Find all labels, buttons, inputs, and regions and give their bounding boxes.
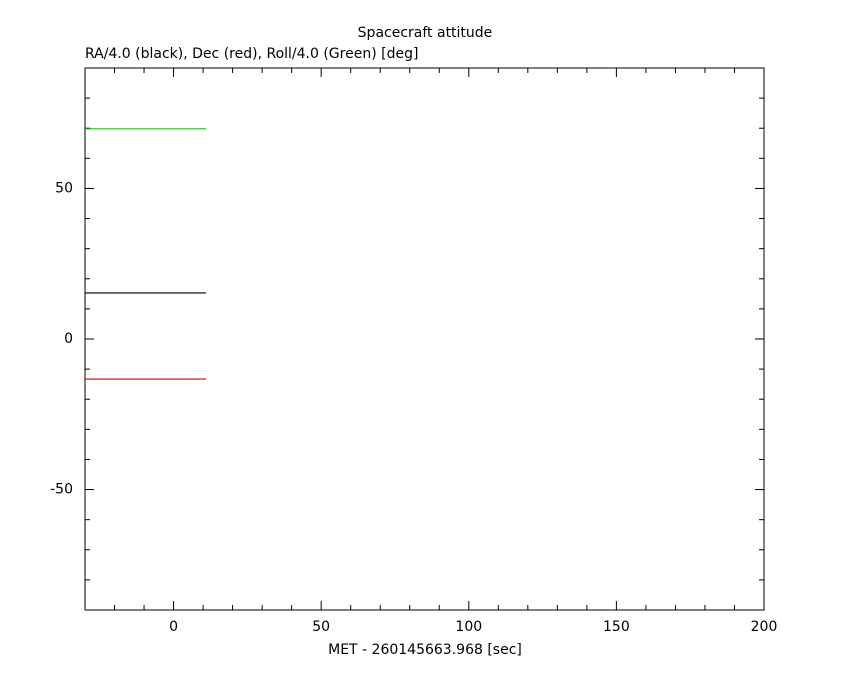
y-tick-label: -50 — [50, 482, 73, 498]
x-axis-label: MET - 260145663.968 [sec] — [328, 642, 522, 658]
x-tick-label: 100 — [455, 619, 482, 635]
x-tick-label: 0 — [169, 619, 178, 635]
x-tick-label: 150 — [603, 619, 630, 635]
x-tick-label: 50 — [312, 619, 330, 635]
x-tick-label: 200 — [751, 619, 778, 635]
y-tick-label: 50 — [55, 180, 73, 196]
chart-subtitle: RA/4.0 (black), Dec (red), Roll/4.0 (Gre… — [85, 46, 418, 62]
chart-title: Spacecraft attitude — [358, 25, 493, 41]
y-tick-label: 0 — [64, 331, 73, 347]
